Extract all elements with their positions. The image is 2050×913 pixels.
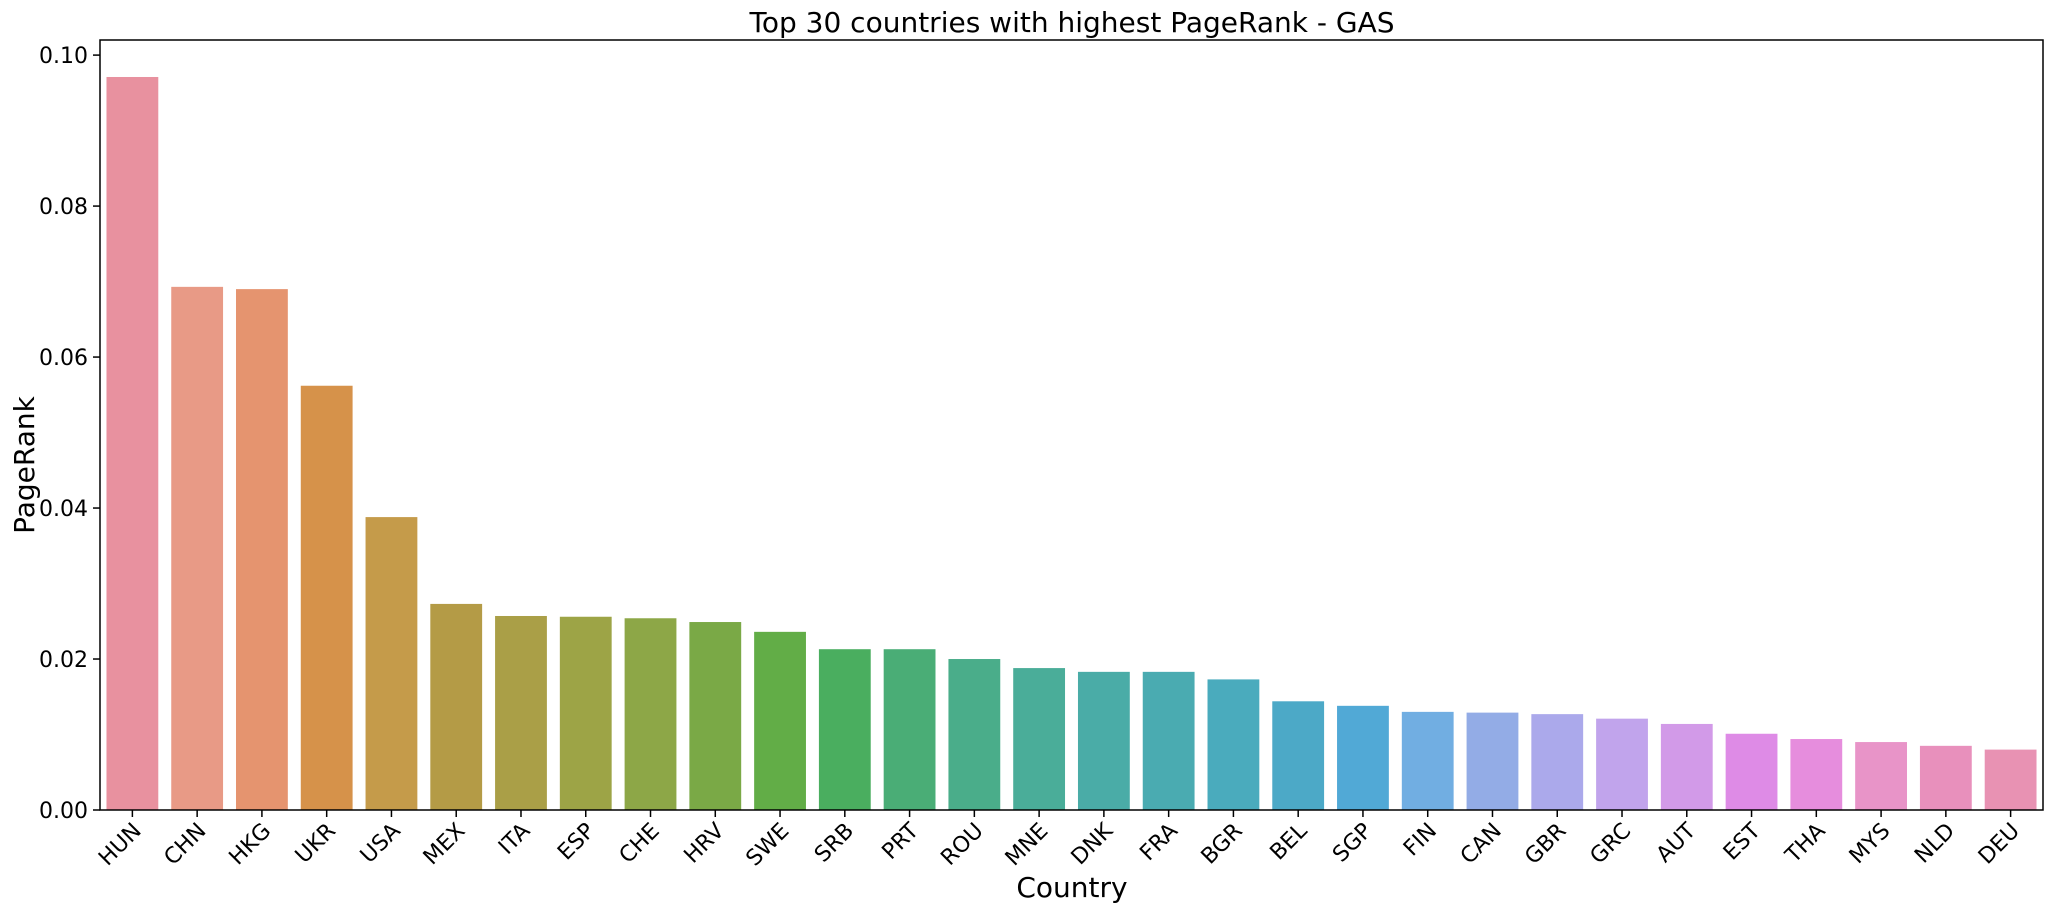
x-tick-label: USA	[356, 819, 406, 869]
x-axis-label: Country	[1016, 871, 1127, 904]
x-tick-label: CHN	[160, 819, 212, 871]
y-axis: 0.00 0.02 0.04 0.06 0.08 0.10	[39, 44, 100, 824]
x-tick-label: NLD	[1910, 819, 1960, 869]
bar-est	[1725, 733, 1778, 810]
bar-dnk	[1077, 671, 1130, 810]
bar-bgr	[1207, 679, 1260, 810]
x-tick-label: SWE	[742, 819, 795, 872]
x-tick-label: HUN	[94, 819, 146, 871]
x-tick-label: ESP	[553, 819, 600, 866]
bar-gbr	[1531, 714, 1584, 810]
x-tick-label: BGR	[1197, 819, 1248, 870]
x-tick-label: ITA	[494, 819, 535, 860]
bar-srb	[818, 649, 871, 810]
bar-ita	[495, 615, 547, 810]
x-tick-label: MEX	[419, 819, 471, 871]
bar-bel	[1272, 701, 1325, 810]
bar-chn	[171, 286, 224, 811]
y-axis-label: PageRank	[8, 395, 41, 534]
bar-mne	[1013, 668, 1066, 810]
bar-mex	[430, 603, 483, 810]
x-tick-label: MNE	[1001, 819, 1054, 872]
bar-aut	[1660, 723, 1713, 810]
y-tick-label: 0.10	[39, 44, 88, 69]
bar-mys	[1855, 742, 1907, 810]
x-tick-label: SRB	[810, 819, 859, 868]
y-tick-label: 0.02	[39, 648, 88, 673]
y-tick-label: 0.06	[39, 346, 88, 371]
bar-hrv	[689, 622, 742, 810]
x-tick-label: ROU	[936, 819, 988, 871]
bar-usa	[365, 517, 418, 810]
bar-sgp	[1337, 705, 1389, 810]
plot-frame	[99, 39, 2044, 811]
x-tick-label: SGP	[1328, 819, 1377, 868]
x-tick-label: THA	[1780, 819, 1830, 869]
x-tick-label: GRC	[1586, 819, 1637, 870]
x-tick-label: BEL	[1266, 818, 1313, 865]
bar-ukr	[300, 385, 353, 810]
bar-che	[624, 618, 677, 810]
bar-nld	[1919, 745, 1972, 810]
bars-group	[106, 76, 2037, 811]
x-tick-label: PRT	[878, 818, 925, 865]
bar-fra	[1142, 671, 1195, 810]
x-tick-label: FRA	[1135, 819, 1182, 866]
x-tick-label: UKR	[291, 819, 341, 869]
bar-hun	[106, 76, 159, 811]
y-tick-label: 0.00	[39, 799, 88, 824]
x-tick-label: CHE	[615, 819, 665, 869]
bar-grc	[1596, 718, 1648, 810]
x-tick-label: CAN	[1456, 819, 1507, 870]
x-tick-label: EST	[1719, 818, 1766, 865]
bar-tha	[1790, 739, 1843, 810]
x-tick-label: DNK	[1067, 818, 1119, 870]
bar-rou	[948, 659, 1001, 810]
bar-swe	[754, 631, 806, 810]
x-tick-label: MYS	[1845, 819, 1895, 869]
y-tick-label: 0.08	[39, 195, 88, 220]
x-tick-label: HKG	[225, 819, 277, 871]
bar-prt	[883, 649, 936, 810]
bar-hkg	[236, 289, 288, 810]
x-tick-label: HRV	[680, 819, 730, 869]
bar-fin	[1401, 711, 1454, 810]
x-tick-label: AUT	[1652, 818, 1702, 868]
chart-title: Top 30 countries with highest PageRank -…	[749, 6, 1395, 39]
y-tick-label: 0.04	[39, 497, 88, 522]
x-tick-label: GBR	[1520, 819, 1571, 870]
bar-deu	[1984, 749, 2037, 810]
bar-esp	[559, 616, 612, 810]
x-tick-label: FIN	[1399, 819, 1442, 862]
x-axis: HUN CHN HKG UKR USA MEX ITA ESP CHE HRV SWE SRB PRT R…	[94, 810, 2025, 871]
x-tick-label: DEU	[1974, 819, 2025, 870]
bar-can	[1466, 712, 1519, 810]
